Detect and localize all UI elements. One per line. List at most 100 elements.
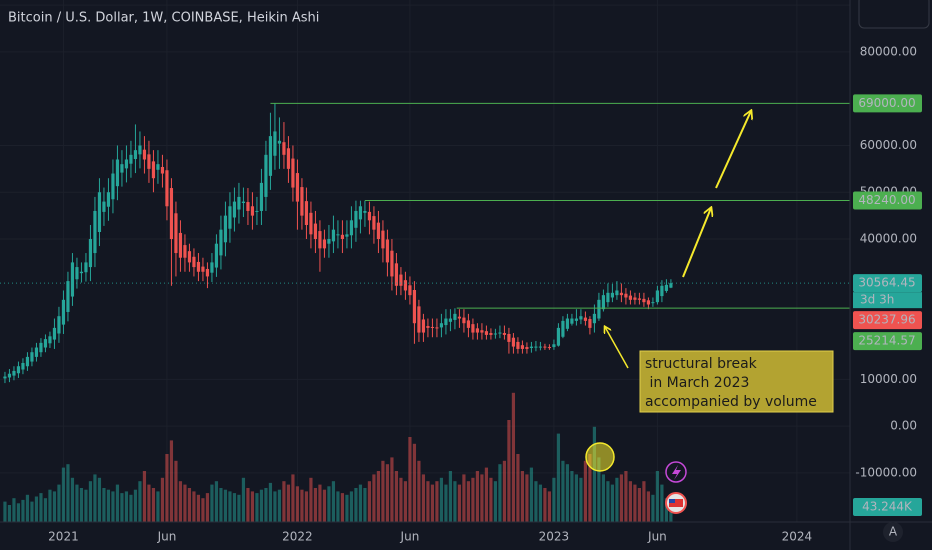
volume-bar [354,488,358,522]
candle-body [579,316,583,320]
candle-body [268,136,273,176]
candle-body [106,192,111,207]
volume-bar [669,507,673,522]
candle-body [327,239,331,244]
chart-title: Bitcoin / U.S. Dollar, 1W, COINBASE, Hei… [8,11,319,26]
candle-body [448,318,453,322]
arrow-up-2 [715,111,751,189]
candle-body [385,239,390,263]
candle-body [538,346,543,348]
candle-body [637,298,642,300]
candle-body [79,271,84,274]
volume-bar [412,443,417,522]
volume-bar [151,488,156,522]
volume-highlight [585,442,615,472]
candle-body [156,164,160,170]
volume-bar [628,481,633,522]
volume-bar [642,481,646,522]
volume-bar [250,491,255,522]
candle-body [228,206,232,229]
candle-body [178,232,183,258]
auto-scale-label: A [889,525,898,539]
volume-bar [561,460,565,522]
candle-body [349,220,354,236]
volume-bar [408,437,412,522]
volume-bar [160,477,165,522]
y-tick-label: -10000.00 [855,465,917,479]
candle-body [601,295,606,310]
volume-bar [583,460,588,522]
candle-body [363,210,367,213]
volume-bar [331,481,336,522]
candle-body [642,298,646,303]
flag-icon [669,499,683,507]
volume-bar [268,482,273,522]
candle-body [664,284,669,291]
candle-body [367,211,372,221]
annotation-line: structural break [645,356,758,372]
candle-body [426,326,430,328]
volume-bar [84,489,88,522]
axis-layer: 2021 Jun 2022 Jun 2023 Jun 2024 -10000.00 0.00 10… [48,0,922,544]
volume-bar [421,474,426,522]
volume-bar [588,454,592,522]
volume-bar [138,481,142,522]
volume-bar [660,484,664,522]
candle-body [547,347,552,349]
candle-body [259,182,264,211]
volume-bar [205,493,210,522]
candle-body [471,324,475,333]
volume-bar [57,484,61,522]
volume-bar [448,471,453,522]
volume-label-bg [853,498,922,516]
volume-bar [43,498,48,522]
candle-body [417,306,421,333]
volume-bar [300,489,304,522]
volume-bar [556,433,561,522]
candle-body [313,223,318,240]
level-label-bg [853,191,922,210]
candle-body [286,148,291,169]
candle-body [223,215,228,243]
volume-bar [516,454,520,522]
volume-bar [439,477,444,522]
volume-bar [651,494,655,522]
volume-bar [174,460,178,522]
candle-body [529,346,534,348]
candle-body [61,299,66,325]
countdown-bg [853,292,922,309]
candle-body [516,341,520,349]
volume-bar [570,471,574,522]
volume-bar [601,474,606,522]
volume-bar [259,489,264,522]
volume-bar [165,454,169,522]
volume-bar [115,484,120,522]
volume-bar [210,484,214,522]
candle-body [16,366,21,374]
candle-body [588,319,592,328]
top-right-box[interactable] [858,0,930,29]
y-tick-label: 80000.00 [860,44,917,58]
volume-bar [120,493,124,522]
volume-bar [363,488,367,522]
volume-bar [178,481,183,522]
candle-body [561,320,565,337]
volume-bar [124,491,129,522]
candle-body [133,150,138,160]
candle-body [97,192,102,232]
candle-body [633,297,637,300]
candle-body [610,292,615,298]
volume-bar [201,498,205,522]
candle-body [25,356,30,367]
volume-bar [277,489,282,522]
y-tick-label: 60000.00 [860,138,917,152]
candle-body [412,290,417,324]
volume-bar [372,474,376,522]
candle-body [3,376,7,379]
volume-bar [547,491,552,522]
candle-body [12,370,16,376]
volume-bar [66,464,70,522]
volume-bar [430,484,435,522]
candle-body [453,313,457,320]
auto-scale-button[interactable] [883,522,903,542]
